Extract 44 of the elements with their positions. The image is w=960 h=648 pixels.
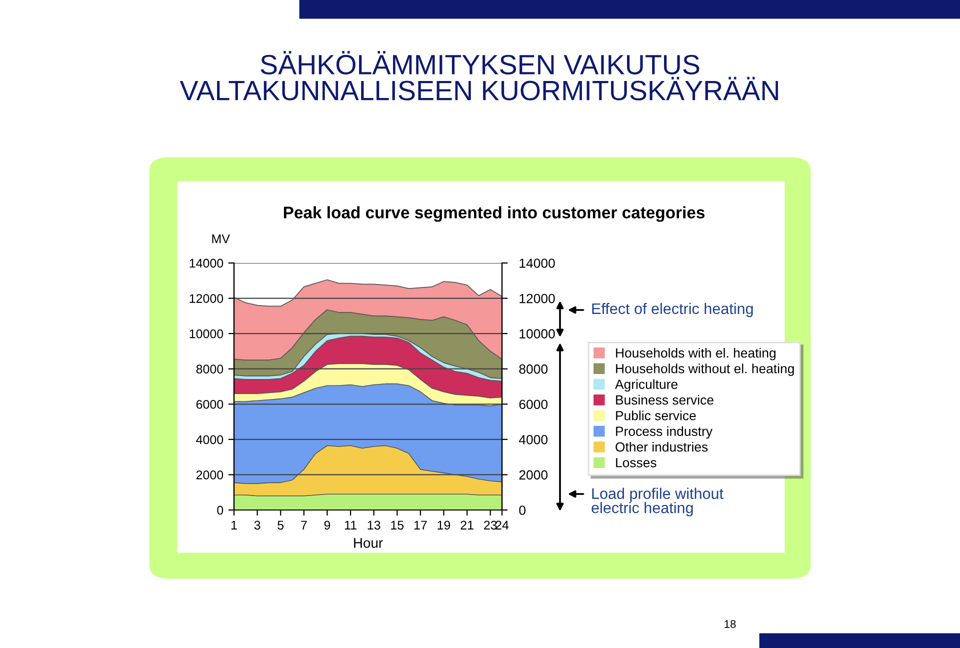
x-tick-label: 21: [460, 520, 474, 530]
x-axis-title: Hour: [354, 538, 383, 548]
x-tick-label: 9: [324, 520, 330, 530]
legend-label: Process industry: [616, 426, 712, 439]
y2-tick-label: 6000: [519, 400, 548, 410]
y-tick-label: 14000: [190, 258, 224, 268]
y2-tick-label: 10000: [520, 329, 555, 338]
legend-label: Other industries: [616, 442, 708, 452]
text: Load profile without electric heating: [592, 488, 724, 516]
y2-tick-label: 4000: [518, 434, 548, 444]
y2-tick-label: 8000: [519, 364, 548, 374]
y-tick-label: 6000: [196, 400, 224, 409]
legend-label: Households without el. heating: [616, 364, 794, 376]
x-tick-label: 11: [344, 520, 356, 530]
legend-label: Agriculture: [615, 379, 678, 392]
text: Effect of electric heating: [592, 302, 753, 318]
legend-label: Business service: [616, 394, 714, 405]
y2-tick-label: 0: [519, 506, 526, 515]
y-tick-label: 10000: [190, 329, 224, 338]
legend-label: Losses: [616, 458, 656, 468]
x-tick-label: 15: [391, 520, 404, 530]
x-tick-label: 23: [484, 520, 497, 530]
chart-subtitle: Peak load curve segmented into customer categories: [284, 206, 705, 222]
y-tick-label: 8000: [196, 364, 224, 374]
x-tick-label: 24: [496, 520, 509, 530]
legend-label: Households with el. heating: [616, 348, 776, 360]
y-tick-label: 12000: [190, 294, 224, 303]
y-tick-label: 4000: [196, 435, 224, 444]
x-tick-label: 17: [414, 520, 427, 530]
y-axis-title: MV: [212, 234, 230, 244]
x-tick-label: 7: [301, 520, 307, 530]
y2-tick-label: 12000: [520, 294, 555, 304]
x-tick-label: 3: [254, 520, 260, 530]
y-tick-label: 0: [217, 506, 224, 515]
legend-label: Public service: [616, 410, 696, 420]
y-tick-label: 2000: [196, 470, 224, 480]
x-tick-label: 19: [438, 520, 450, 530]
chart-title: SÄHKÖLÄMMITYKSEN VAIKUTUS VALTAKUNNALLISEEN KUORMITUSKÄYRÄÄN: [180, 50, 778, 100]
y2-tick-label: 2000: [519, 470, 548, 480]
x-tick-label: 13: [368, 520, 380, 530]
text: 18: [724, 620, 736, 628]
x-tick-label: 1: [231, 520, 237, 530]
x-tick-label: 5: [278, 520, 284, 530]
y2-tick-label: 14000: [520, 258, 555, 268]
